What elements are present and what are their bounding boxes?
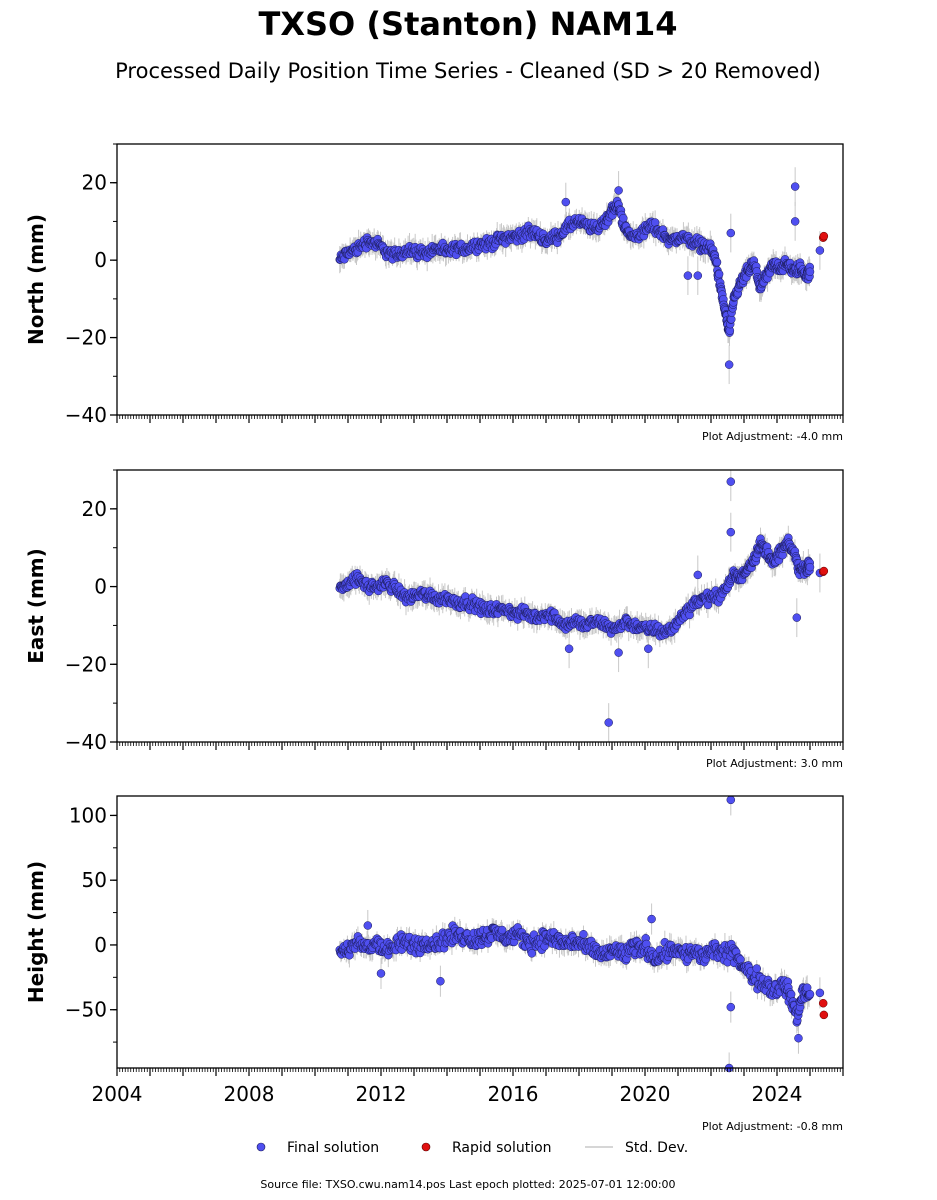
- y-axis-label: North (mm): [24, 214, 48, 345]
- outlier-point: [726, 527, 736, 537]
- outlier-point: [614, 648, 623, 657]
- plot-adjustment-note: Plot Adjustment: 3.0 mm: [706, 757, 843, 770]
- y-tick-label: 0: [94, 575, 107, 599]
- outlier-point: [693, 570, 703, 580]
- final-point: [736, 955, 745, 964]
- outlier-point: [604, 718, 613, 727]
- outlier-point: [683, 271, 693, 280]
- outlier-point: [790, 217, 800, 226]
- final-points: [335, 196, 815, 337]
- rapid-points: [818, 231, 829, 242]
- plot-adjustment-note: Plot Adjustment: -4.0 mm: [702, 430, 843, 443]
- y-tick-label: −40: [65, 403, 107, 427]
- y-tick-label: −40: [65, 730, 107, 754]
- final-point: [527, 949, 537, 958]
- final-point: [579, 929, 588, 939]
- outlier-point: [726, 228, 736, 238]
- rapid-point: [819, 566, 829, 576]
- outlier-point: [564, 644, 574, 653]
- outlier-point: [724, 360, 734, 369]
- stddev-bars: [339, 470, 821, 742]
- rapid-point: [819, 231, 829, 241]
- outlier-points: [561, 182, 825, 369]
- outlier-point: [726, 477, 736, 486]
- final-point: [712, 257, 722, 267]
- final-point: [714, 269, 724, 279]
- outlier-point: [815, 246, 825, 255]
- outlier-point: [693, 271, 703, 280]
- y-tick-label: −20: [65, 652, 107, 676]
- rapid-points: [818, 566, 829, 577]
- outlier-point: [792, 613, 802, 622]
- outlier-point: [614, 186, 623, 195]
- y-tick-label: 20: [82, 497, 107, 521]
- north-panel: −40 −20 0 20 North (mm) Plot Adjustment: -4.0…: [24, 143, 844, 443]
- y-tick-label: −20: [65, 326, 107, 350]
- y-tick-label: 0: [94, 248, 107, 272]
- plot-frame: [116, 143, 844, 416]
- chart-title: TXSO (Stanton) NAM14: [259, 5, 678, 43]
- outlier-point: [644, 644, 653, 653]
- final-point: [752, 964, 761, 973]
- final-point: [805, 562, 815, 572]
- y-axis-label: East (mm): [24, 548, 48, 664]
- chart-subtitle: Processed Daily Position Time Series - C…: [115, 59, 821, 83]
- final-points: [335, 533, 815, 641]
- final-point: [805, 267, 815, 277]
- y-tick-label: 20: [82, 171, 107, 195]
- stddev-bars: [339, 796, 821, 1068]
- outlier-point: [790, 182, 800, 191]
- east-panel: −40 −20 0 20 East (mm) Plot Adjustment: 3.0 m…: [24, 469, 844, 770]
- outlier-point: [561, 197, 571, 207]
- final-point: [619, 213, 628, 223]
